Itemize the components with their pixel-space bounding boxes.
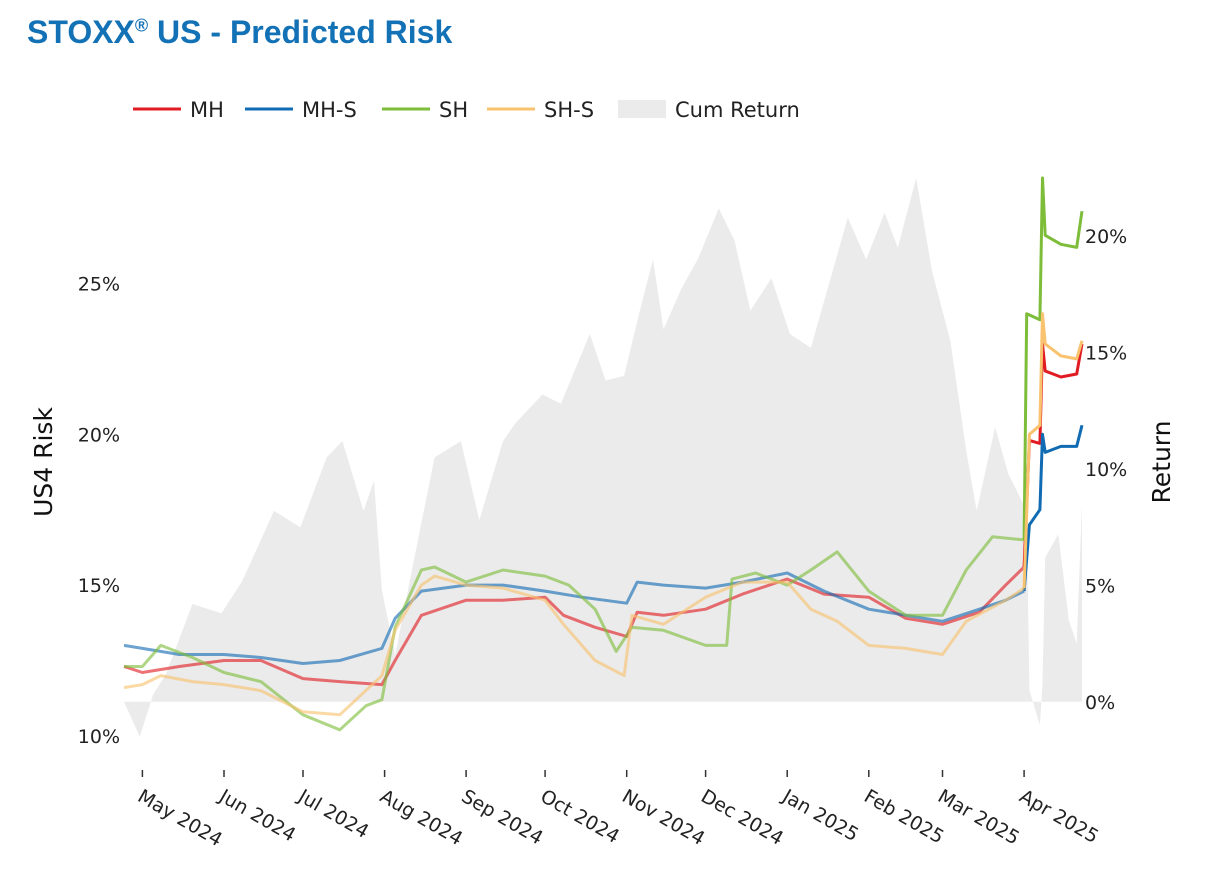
x-tick-label: Dec 2024 [697, 785, 787, 850]
y-axis-right-title: Return [1147, 421, 1176, 504]
legend-label: SH [439, 98, 468, 122]
x-tick-label: Jul 2024 [294, 785, 373, 843]
series-line-mh-recent[interactable] [1022, 342, 1084, 568]
legend-label: Cum Return [675, 98, 800, 122]
series-line-sh[interactable] [124, 535, 1025, 732]
y-right-tick-label: 15% [1085, 343, 1127, 365]
x-tick-label: Nov 2024 [618, 785, 708, 850]
y-axis-left-title: US4 Risk [29, 407, 58, 517]
legend-swatch [618, 100, 666, 118]
series-line-sh-s-recent[interactable] [1022, 312, 1084, 589]
y-left-tick-label: 10% [78, 726, 120, 748]
legend-label: MH-S [302, 98, 357, 122]
y-right-tick-label: 5% [1085, 575, 1115, 597]
y-left-tick-label: 15% [78, 575, 120, 597]
legend-item-mh-s[interactable]: MH-S [245, 98, 357, 122]
series-line-sh-recent[interactable] [1022, 176, 1084, 540]
series-line-mh[interactable] [123, 565, 1026, 687]
legend-item-cum-return[interactable]: Cum Return [618, 98, 800, 122]
y-left-tick-label: 20% [78, 424, 120, 446]
series-line-sh-s[interactable] [123, 574, 1025, 717]
legend[interactable]: MH MH-S SH SH-S Cum Return [133, 98, 800, 122]
x-tick-label: Aug 2024 [376, 785, 466, 850]
legend-item-sh[interactable]: SH [382, 98, 468, 122]
y-right-tick-label: 0% [1085, 692, 1115, 714]
x-tick-label: May 2024 [134, 785, 226, 851]
x-tick-label: Oct 2024 [537, 785, 624, 848]
y-left-tick-label: 25% [78, 274, 120, 296]
series-line-mh-s-recent[interactable] [1022, 424, 1084, 592]
x-tick-label: Mar 2025 [934, 785, 1023, 849]
x-tick-label: Feb 2025 [860, 785, 947, 848]
chart-title: STOXX® US - Predicted Risk [27, 14, 453, 50]
y-right-tick-label: 10% [1085, 459, 1127, 481]
x-tick-label: Jun 2024 [215, 785, 300, 847]
x-tick-label: Apr 2025 [1016, 785, 1103, 848]
legend-label: MH [190, 98, 224, 122]
legend-item-mh[interactable]: MH [133, 98, 224, 122]
y-right-tick-label: 20% [1085, 226, 1127, 248]
x-tick-label: Sep 2024 [458, 785, 547, 849]
legend-item-sh-s[interactable]: SH-S [487, 98, 594, 122]
x-tick-label: Jan 2025 [778, 785, 862, 846]
legend-label: SH-S [544, 98, 594, 122]
series-line-layer [123, 176, 1084, 732]
